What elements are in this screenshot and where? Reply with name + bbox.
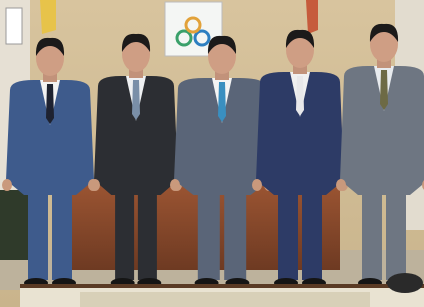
leg [28, 185, 48, 280]
leg [302, 185, 322, 280]
table-cloth [80, 292, 370, 307]
hand [336, 179, 346, 191]
leg [198, 185, 220, 280]
leg [115, 185, 134, 280]
hand [90, 179, 100, 191]
leg [224, 185, 246, 280]
leg [52, 185, 72, 280]
tie [218, 82, 226, 122]
leg [362, 185, 382, 280]
hand [170, 179, 180, 191]
table-ornament [387, 273, 423, 293]
tie [296, 76, 304, 116]
leg [386, 185, 406, 280]
hand [2, 179, 12, 191]
flag [40, 0, 56, 34]
photo [0, 0, 424, 307]
wall-frame [6, 8, 22, 44]
plant [0, 190, 28, 260]
leg [138, 185, 157, 280]
tie [380, 70, 388, 110]
flag [306, 0, 318, 34]
table-edge [20, 284, 424, 288]
tie [132, 80, 140, 120]
leg [278, 185, 298, 280]
hand [252, 179, 262, 191]
tie [46, 84, 54, 124]
